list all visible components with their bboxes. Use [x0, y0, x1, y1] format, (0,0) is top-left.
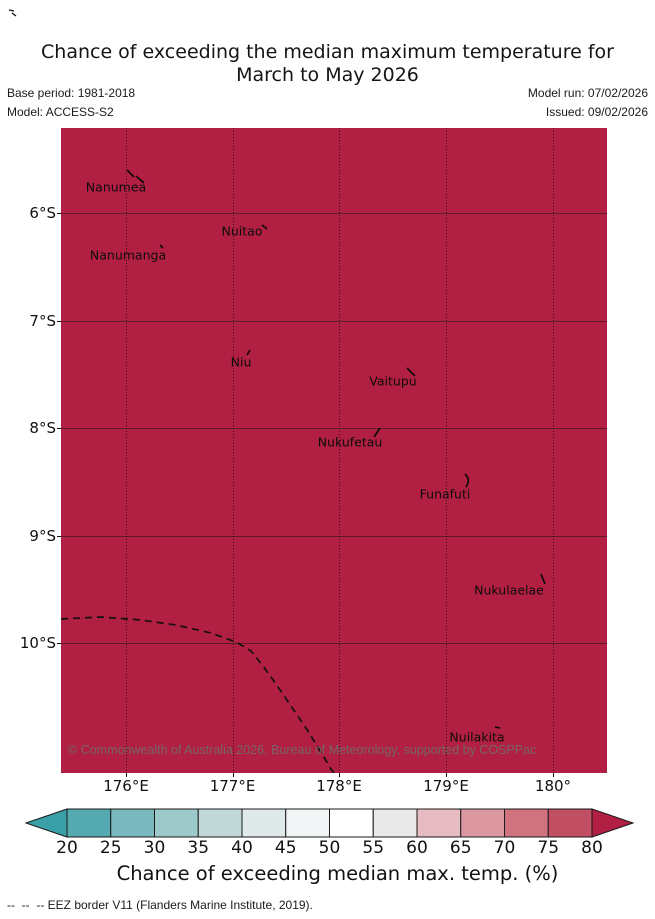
colorbar-tick-label: 50: [318, 838, 341, 858]
x-tick-label: 180°: [534, 777, 572, 795]
gridline-vertical: [232, 128, 234, 773]
issued-text: Issued: 09/02/2026: [545, 105, 648, 119]
colorbar-segment: [547, 808, 593, 838]
island-label: Nanumanga: [89, 247, 167, 263]
gridline-horizontal: [61, 535, 607, 537]
chart-title: Chance of exceeding the median maximum t…: [0, 41, 655, 87]
island-label: Nukufetau: [317, 434, 383, 450]
colorbar-over-arrow: [591, 808, 635, 838]
y-tick-mark: [57, 213, 61, 215]
gridline-vertical: [446, 128, 447, 773]
stray-plot-mark: [8, 9, 17, 17]
island-label: Nuitao: [221, 223, 263, 239]
colorbar-segment: [504, 808, 549, 838]
colorbar-segment: [110, 808, 155, 838]
colorbar-segment: [416, 808, 462, 838]
y-tick-mark: [57, 535, 61, 537]
island-mark: [494, 726, 501, 729]
island-label: Nuilakita: [449, 729, 505, 745]
island-mark: [464, 473, 470, 488]
y-tick-mark: [57, 320, 61, 322]
model-text: Model: ACCESS-S2: [7, 105, 114, 119]
colorbar-under-arrow: [24, 808, 68, 838]
gridline-horizontal: [61, 428, 607, 429]
y-tick-label: 6°S: [29, 204, 56, 222]
gridline-horizontal: [61, 213, 607, 214]
forecast-map: © Commonwealth of Australia 2026, Bureau…: [61, 128, 607, 773]
colorbar-segment: [66, 808, 112, 838]
gridline-horizontal: [61, 643, 607, 644]
colorbar-tick-label: 80: [581, 838, 603, 858]
colorbar: [24, 808, 635, 838]
island-mark: [126, 169, 145, 184]
chart-title-line2: March to May 2026: [236, 64, 419, 86]
x-tick-mark: [126, 773, 128, 777]
x-tick-mark: [446, 773, 448, 777]
colorbar-segment: [241, 808, 287, 838]
gridline-vertical: [553, 128, 554, 773]
gridline-vertical: [339, 128, 340, 773]
chart-title-line1: Chance of exceeding the median maximum t…: [41, 41, 614, 63]
island-mark: [246, 349, 251, 356]
colorbar-tick-label: 35: [187, 838, 210, 858]
y-tick-label: 7°S: [29, 311, 56, 330]
island-label: Funafuti: [419, 486, 471, 502]
colorbar-tick-label: 20: [56, 838, 78, 858]
colorbar-tick-label: 65: [449, 838, 472, 858]
island-label: Nanumea: [85, 179, 147, 195]
colorbar-segment: [460, 808, 505, 838]
colorbar-tick-label: 40: [231, 838, 253, 858]
y-tick-mark: [57, 428, 61, 430]
colorbar-tick-label: 45: [274, 838, 297, 858]
island-mark: [406, 367, 416, 377]
island-label: Vaitupu: [369, 373, 417, 389]
x-tick-label: 178°E: [316, 777, 362, 795]
island-mark: [261, 224, 268, 230]
eez-border-line: [61, 616, 336, 773]
map-overlay: [61, 169, 546, 773]
island-label: Niu: [230, 354, 252, 370]
island-mark: [373, 427, 381, 438]
x-tick-label: 177°E: [209, 777, 256, 795]
y-tick-label: 10°S: [19, 634, 56, 652]
colorbar-tick-label: 25: [99, 838, 122, 858]
colorbar-tick-labels: 20 25 30 35 40 45 50 55 60 65 70 75 80: [0, 838, 655, 860]
colorbar-tick-label: 75: [537, 838, 560, 858]
colorbar-tick-label: 70: [493, 838, 516, 858]
island-mark: [159, 244, 164, 249]
x-tick-mark: [339, 773, 341, 777]
colorbar-tick-label: 55: [362, 838, 385, 858]
colorbar-segment: [372, 808, 418, 838]
colorbar-segment: [154, 808, 199, 838]
x-tick-mark: [553, 773, 555, 777]
colorbar-segment: [197, 808, 243, 838]
colorbar-label: Chance of exceeding median max. temp. (%…: [116, 862, 559, 885]
y-tick-label: 8°S: [29, 419, 56, 437]
copyright-watermark: © Commonwealth of Australia 2026, Bureau…: [68, 743, 537, 757]
island-mark: [540, 573, 546, 585]
colorbar-tick-label: 30: [143, 838, 166, 858]
x-tick-label: 179°E: [423, 777, 469, 795]
base-period-text: Base period: 1981-2018: [7, 86, 136, 100]
gridline-vertical: [126, 128, 127, 773]
colorbar-tick-label: 60: [406, 838, 428, 858]
y-tick-label: 9°S: [29, 526, 56, 545]
island-label: Nukulaelae: [474, 582, 544, 598]
gridline-horizontal: [61, 320, 607, 322]
eez-legend-note: -- -- -- EEZ border V11 (Flanders Marine…: [7, 898, 313, 912]
colorbar-segment: [329, 808, 374, 838]
model-run-text: Model run: 07/02/2026: [527, 86, 648, 100]
x-tick-label: 176°E: [103, 777, 149, 795]
x-tick-mark: [232, 773, 234, 777]
colorbar-segment: [285, 808, 330, 838]
y-tick-mark: [57, 643, 61, 645]
